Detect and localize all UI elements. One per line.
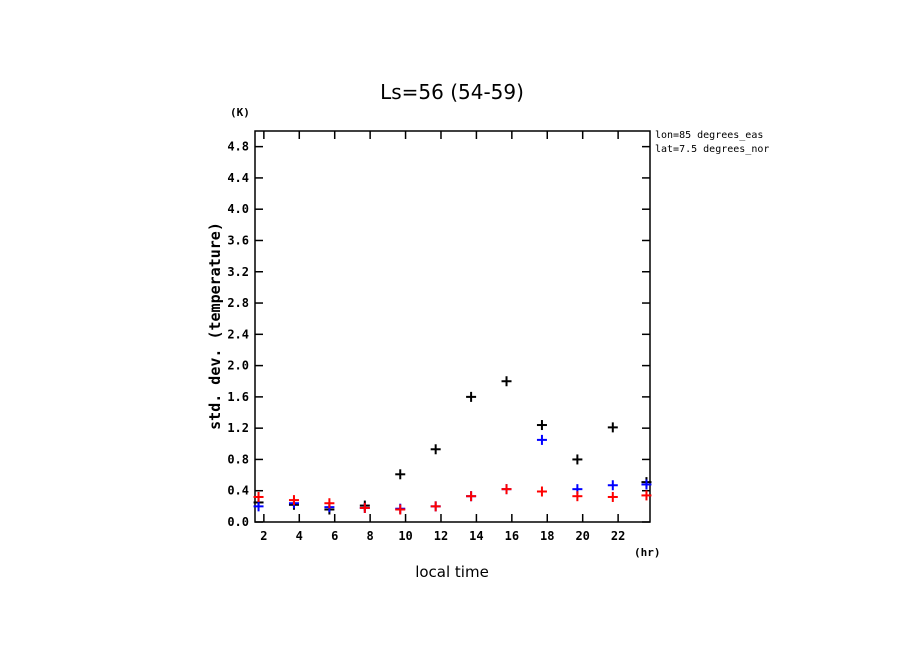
y-tick-label: 1.6 — [227, 390, 249, 404]
y-tick-label: 0.8 — [227, 452, 249, 466]
x-unit-label: (hr) — [634, 546, 661, 559]
data-point — [607, 491, 618, 502]
plot-frame — [254, 130, 651, 523]
x-tick-label: 18 — [540, 529, 554, 543]
data-point — [466, 491, 477, 502]
y-tick-label: 4.8 — [227, 140, 249, 154]
data-point — [430, 501, 441, 512]
y-tick-label: 2.4 — [227, 327, 249, 341]
x-axis-ticks: 2 4 6 8 10 12 14 16 18 20 22 — [260, 131, 625, 543]
data-point — [253, 501, 264, 512]
data-point — [572, 454, 583, 465]
y-tick-label: 0.4 — [227, 484, 249, 498]
x-axis-label: local time — [415, 563, 489, 581]
y-tick-label: 2.8 — [227, 296, 249, 310]
data-point — [466, 391, 477, 402]
x-tick-label: 4 — [296, 529, 303, 543]
data-point — [501, 376, 512, 387]
annotation-lat: lat=7.5 degrees_nor — [655, 144, 769, 155]
data-point — [324, 498, 335, 509]
data-point — [288, 495, 299, 506]
data-points — [253, 376, 652, 515]
y-tick-label: 4.4 — [227, 171, 249, 185]
y-tick-label: 3.6 — [227, 233, 249, 247]
data-point — [359, 502, 370, 513]
x-tick-label: 14 — [469, 529, 483, 543]
y-tick-label: 4.0 — [227, 202, 249, 216]
data-point — [253, 491, 264, 502]
x-tick-label: 6 — [331, 529, 338, 543]
y-tick-label: 3.2 — [227, 265, 249, 279]
data-point — [501, 484, 512, 495]
x-tick-label: 16 — [505, 529, 519, 543]
chart-title: Ls=56 (54-59) — [380, 80, 524, 104]
y-unit-label: (K) — [230, 106, 250, 119]
data-point — [607, 422, 618, 433]
x-tick-label: 20 — [575, 529, 589, 543]
data-point — [572, 491, 583, 502]
data-point — [536, 420, 547, 431]
y-tick-label: 1.2 — [227, 421, 249, 435]
x-tick-label: 2 — [260, 529, 267, 543]
data-point — [430, 444, 441, 455]
annotation-lon: lon=85 degrees_eas — [655, 130, 763, 141]
x-tick-label: 10 — [398, 529, 412, 543]
x-tick-label: 22 — [611, 529, 625, 543]
y-axis-label: std. dev. (temperature) — [206, 222, 224, 430]
x-tick-label: 12 — [434, 529, 448, 543]
data-point — [607, 480, 618, 491]
x-tick-label: 8 — [367, 529, 374, 543]
data-point — [536, 486, 547, 497]
y-tick-label: 0.0 — [227, 515, 249, 529]
data-point — [395, 504, 406, 515]
data-point — [536, 434, 547, 445]
data-point — [641, 479, 652, 490]
data-point — [395, 469, 406, 480]
y-axis-ticks: 0.0 0.4 0.8 1.2 1.6 2.0 2.4 2.8 3.2 3.6 4.0 4.4 4.8 — [227, 140, 650, 529]
y-tick-label: 2.0 — [227, 359, 249, 373]
data-point — [641, 490, 652, 501]
